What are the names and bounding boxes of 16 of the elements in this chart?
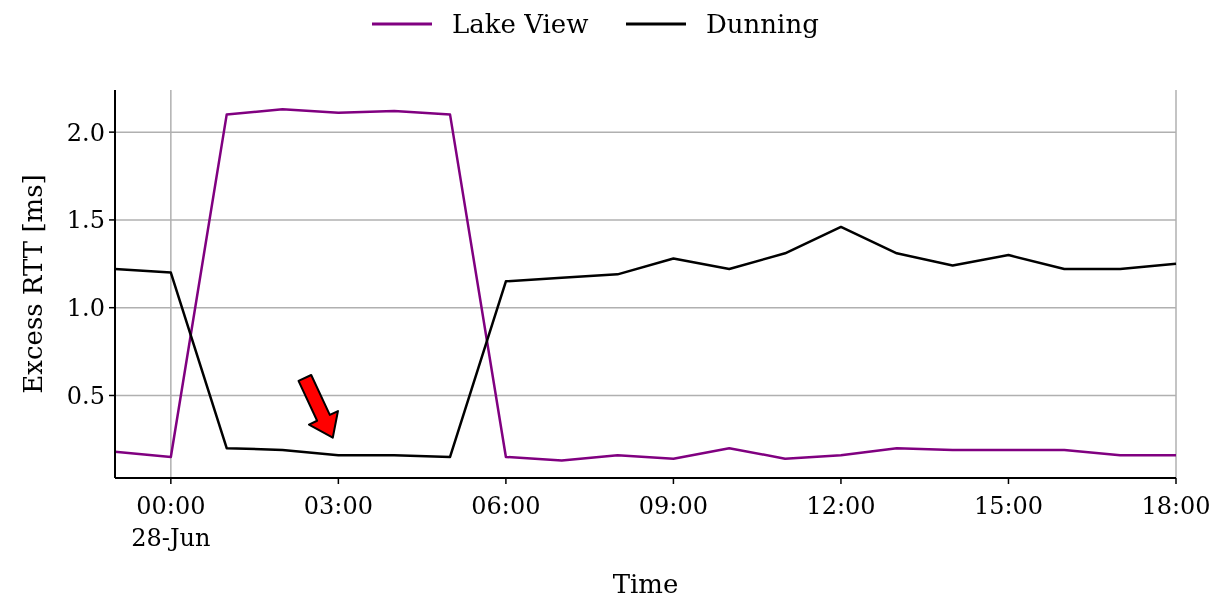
x-tick-label: 18:00	[1141, 492, 1211, 520]
x-tick-label: 00:00 28-Jun	[131, 492, 211, 552]
x-tick-label: 06:00	[471, 492, 541, 520]
x-tick-label: 12:00	[806, 492, 876, 520]
x-tick-label: 15:00	[973, 492, 1044, 520]
x-tick-label: 03:00	[303, 492, 373, 520]
y-tick-label: 0.5	[66, 381, 105, 410]
y-axis-title: Excess RTT [ms]	[18, 174, 48, 394]
y-tick-label: 1.5	[66, 206, 105, 235]
y-tick-label: 1.0	[66, 294, 105, 323]
y-tick-label: 2.0	[66, 118, 105, 147]
legend-label: Dunning	[706, 9, 819, 40]
legend-label: Lake View	[452, 9, 589, 40]
x-tick-label: 09:00	[638, 492, 709, 520]
line-series	[113, 108, 1178, 462]
x-axis-title: Time	[612, 569, 679, 599]
